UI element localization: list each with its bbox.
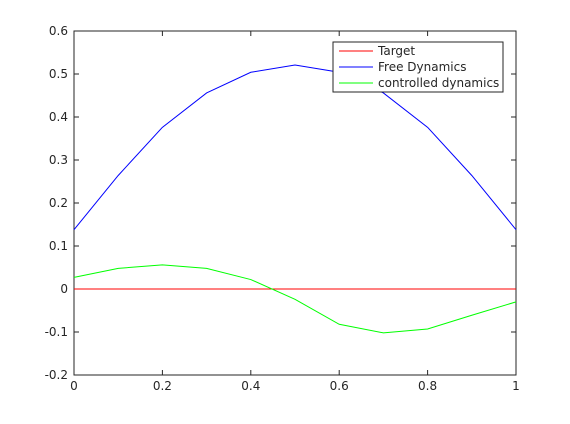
- y-tick-label: 0.3: [49, 153, 68, 167]
- y-tick-label: 0: [60, 282, 68, 296]
- y-tick-label: 0.2: [49, 196, 68, 210]
- y-tick-label: -0.2: [45, 368, 68, 382]
- legend-label: controlled dynamics: [378, 76, 499, 90]
- legend: Target Free Dynamics controlled dynamics: [332, 41, 504, 93]
- x-tick-label: 1: [512, 379, 520, 393]
- x-tick-label: 0.6: [330, 379, 349, 393]
- x-tick-label: 0.4: [241, 379, 260, 393]
- legend-label: Target: [377, 44, 415, 58]
- x-tick-label: 0: [70, 379, 78, 393]
- y-tick-label: 0.1: [49, 239, 68, 253]
- y-tick-label: 0.4: [49, 110, 68, 124]
- y-tick-label: 0.6: [49, 24, 68, 38]
- legend-label: Free Dynamics: [378, 60, 466, 74]
- x-tick-label: 0.2: [153, 379, 172, 393]
- y-tick-label: 0.5: [49, 67, 68, 81]
- series-lines: [73, 64, 517, 334]
- series-line-controlled-dynamics: [73, 264, 517, 334]
- y-tick-label: -0.1: [45, 325, 68, 339]
- series-line-free-dynamics: [73, 64, 517, 230]
- x-tick-label: 0.8: [418, 379, 437, 393]
